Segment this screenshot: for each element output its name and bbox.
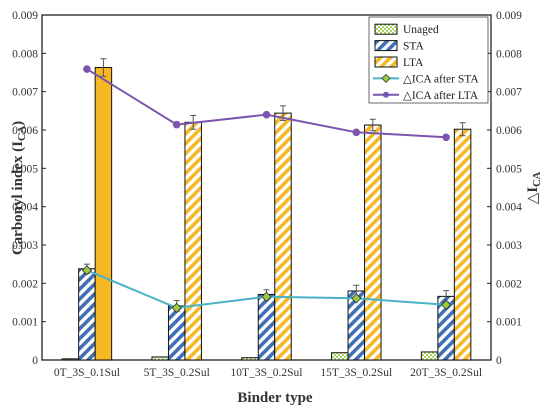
- legend-label: LTA: [403, 57, 424, 69]
- x-tick-label: 20T_3S_0.2Sul: [410, 367, 482, 379]
- y-tick-label: 0.003: [12, 240, 38, 252]
- y2-tick-label: 0.001: [496, 317, 522, 329]
- y-tick-label: 0.004: [12, 202, 38, 214]
- y2-tick-label: 0.007: [496, 87, 522, 99]
- data-point: [351, 293, 362, 304]
- bar: [257, 293, 276, 361]
- y2-axis-title-main: △I: [525, 187, 541, 205]
- x-tick-label: 0T_3S_0.1Sul: [54, 367, 120, 379]
- x-axis-title: Binder type: [237, 390, 312, 406]
- legend-marker: [381, 73, 391, 83]
- legend: Unaged STA LTA △ICA after STA △ICA after LTA: [368, 16, 489, 104]
- legend-label: △ICA after LTA: [403, 90, 479, 102]
- bar: [274, 112, 292, 361]
- x-tick-label: 10T_3S_0.2Sul: [231, 367, 303, 379]
- legend-swatch: [374, 40, 398, 52]
- y2-tick-label: 0.005: [496, 163, 522, 175]
- data-point: [171, 302, 182, 313]
- y2-axis-title-sub: CA: [532, 171, 543, 187]
- y2-tick-label: 0.009: [496, 10, 522, 22]
- legend-swatch: [374, 23, 398, 35]
- bar: [364, 124, 382, 361]
- y-axis-title-main: Carbonyl index (I: [10, 141, 26, 255]
- bar: [241, 357, 259, 361]
- y2-tick-label: 0.003: [496, 240, 522, 252]
- bar: [420, 351, 439, 361]
- bar: [151, 356, 169, 361]
- y-axis-title: Carbonyl index (ICA): [10, 121, 28, 255]
- axes: 0 0.001 0.002 0.003 0.004 0.005 0.006 0.007 0.00…: [12, 10, 522, 379]
- y-tick-label: 0.009: [12, 10, 38, 22]
- x-tick-label: 15T_3S_0.2Sul: [320, 367, 392, 379]
- data-point: [261, 291, 272, 302]
- y-tick-label: 0: [32, 355, 38, 367]
- y2-tick-label: 0.004: [496, 202, 522, 214]
- legend-label: Unaged: [403, 24, 439, 36]
- bar: [167, 305, 186, 361]
- data-point: [81, 265, 92, 276]
- legend-label: STA: [403, 41, 424, 53]
- y2-axis-title: △ICA: [525, 171, 543, 204]
- y-tick-label: 0.005: [12, 163, 38, 175]
- y2-tick-label: 0.006: [496, 125, 522, 137]
- y-axis-title-close: ): [10, 121, 26, 126]
- data-point: [441, 299, 452, 310]
- line-series-group: [81, 65, 452, 313]
- legend-marker: [383, 91, 389, 98]
- y-tick-label: 0.008: [12, 48, 38, 60]
- legend-label: △ICA after STA: [403, 73, 479, 85]
- data-point: [352, 128, 361, 137]
- bar-group: [61, 67, 472, 361]
- data-point: [442, 133, 450, 142]
- y-axis-title-sub: CA: [17, 125, 28, 141]
- x-tick-label: 5T_3S_0.2Sul: [144, 367, 210, 379]
- bar: [61, 358, 80, 361]
- bar: [331, 352, 349, 361]
- data-point: [83, 65, 91, 73]
- y-tick-label: 0.007: [12, 87, 38, 99]
- bar: [453, 128, 472, 361]
- y-tick-label: 0.006: [12, 125, 38, 137]
- y-tick-label: 0.002: [12, 278, 38, 290]
- data-point: [262, 110, 271, 119]
- bar: [184, 121, 202, 361]
- y2-tick-label: 0.008: [496, 48, 522, 60]
- data-point: [172, 120, 181, 129]
- bar: [94, 67, 113, 361]
- y2-tick-label: 0: [496, 355, 502, 367]
- y-tick-label: 0.001: [12, 317, 38, 329]
- bar: [78, 268, 96, 361]
- legend-swatch: [374, 56, 398, 68]
- y2-tick-label: 0.002: [496, 278, 522, 290]
